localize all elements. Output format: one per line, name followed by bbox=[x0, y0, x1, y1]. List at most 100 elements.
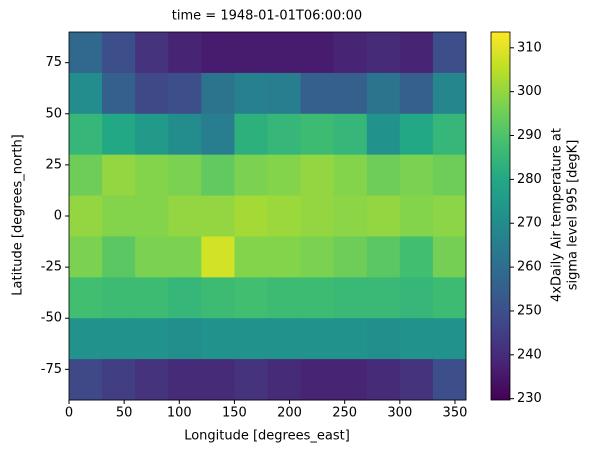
heat-cell bbox=[432, 318, 467, 360]
colorbar-tick-label: 300 bbox=[517, 84, 542, 99]
heat-cell bbox=[333, 113, 368, 156]
heat-cell bbox=[168, 277, 202, 319]
heat-cell bbox=[432, 359, 467, 401]
x-tick-label: 150 bbox=[222, 406, 247, 421]
heat-cell bbox=[399, 32, 434, 74]
heat-cell bbox=[267, 32, 302, 74]
heat-cell bbox=[102, 277, 136, 319]
x-tick-label: 100 bbox=[167, 406, 192, 421]
x-tick-label: 250 bbox=[332, 406, 357, 421]
heat-cell bbox=[102, 72, 136, 115]
heat-cell bbox=[234, 359, 268, 401]
heat-cell bbox=[69, 318, 103, 360]
colorbar-tick-label: 240 bbox=[517, 347, 542, 362]
heat-cell bbox=[69, 236, 103, 278]
heat-cell bbox=[201, 318, 235, 360]
heat-cell bbox=[333, 236, 368, 278]
heat-cell bbox=[135, 359, 169, 401]
heat-cell bbox=[300, 195, 335, 237]
heat-cell bbox=[366, 236, 401, 278]
heat-cell bbox=[432, 236, 467, 278]
heat-cell bbox=[168, 318, 202, 360]
x-axis-label: Longitude [degrees_east] bbox=[184, 429, 350, 444]
heat-cell bbox=[267, 236, 302, 278]
heat-cell bbox=[69, 154, 103, 197]
heat-cell bbox=[432, 154, 467, 197]
y-tick-label: 75 bbox=[45, 55, 62, 70]
x-tick-label: 0 bbox=[65, 406, 73, 421]
heat-cell bbox=[333, 72, 368, 115]
x-tick-label: 200 bbox=[277, 406, 302, 421]
colorbar bbox=[490, 31, 511, 401]
heat-cell bbox=[432, 72, 467, 115]
heat-cell bbox=[201, 113, 235, 156]
heat-cell bbox=[399, 113, 434, 156]
heat-cell bbox=[366, 72, 401, 115]
colorbar-tick-label: 260 bbox=[517, 260, 542, 275]
heat-cell bbox=[135, 154, 169, 197]
heat-cell bbox=[399, 72, 434, 115]
heat-cell bbox=[69, 277, 103, 319]
heat-cell bbox=[267, 318, 302, 360]
x-tick-label: 50 bbox=[116, 406, 133, 421]
heat-cell bbox=[267, 195, 302, 237]
heat-cell bbox=[69, 113, 103, 156]
heat-cell bbox=[201, 359, 235, 401]
heat-cell bbox=[267, 359, 302, 401]
heat-cell bbox=[102, 236, 136, 278]
heat-cell bbox=[168, 359, 202, 401]
heat-cell bbox=[366, 113, 401, 156]
heat-cell bbox=[168, 154, 202, 197]
heat-cell bbox=[135, 236, 169, 278]
heat-cell bbox=[135, 32, 169, 74]
heat-cell bbox=[267, 277, 302, 319]
heat-cell bbox=[168, 32, 202, 74]
heat-cell bbox=[201, 154, 235, 197]
heat-cell bbox=[399, 359, 434, 401]
y-tick-label: -25 bbox=[41, 260, 62, 275]
heat-cell bbox=[399, 154, 434, 197]
y-tick-label: -50 bbox=[41, 311, 62, 326]
heat-cell bbox=[300, 277, 335, 319]
heat-cell bbox=[432, 277, 467, 319]
heat-cell bbox=[135, 113, 169, 156]
heat-cell bbox=[333, 195, 368, 237]
heat-cell bbox=[399, 318, 434, 360]
heat-cell bbox=[201, 72, 235, 115]
heat-cell bbox=[234, 277, 268, 319]
x-tick-label: 300 bbox=[387, 406, 412, 421]
heat-cell bbox=[300, 236, 335, 278]
heat-cell bbox=[366, 32, 401, 74]
heat-cell bbox=[333, 32, 368, 74]
y-tick-label: 0 bbox=[54, 209, 62, 224]
heat-cell bbox=[366, 277, 401, 319]
heat-cell bbox=[333, 318, 368, 360]
heat-cell bbox=[135, 195, 169, 237]
heat-cell bbox=[234, 154, 268, 197]
heat-cell bbox=[135, 72, 169, 115]
heat-cell bbox=[267, 154, 302, 197]
chart-title: time = 1948-01-01T06:00:00 bbox=[172, 9, 362, 24]
heat-cell bbox=[399, 195, 434, 237]
colorbar-tick-label: 290 bbox=[517, 128, 542, 143]
heat-cell bbox=[300, 359, 335, 401]
colorbar-tick-label: 270 bbox=[517, 216, 542, 231]
heat-cell bbox=[300, 113, 335, 156]
heat-cell bbox=[333, 277, 368, 319]
heat-cell bbox=[432, 32, 467, 74]
heat-cell bbox=[300, 154, 335, 197]
heat-cell bbox=[102, 113, 136, 156]
heat-cell bbox=[168, 72, 202, 115]
heat-cell bbox=[135, 277, 169, 319]
heat-cell bbox=[234, 72, 268, 115]
heat-cell bbox=[399, 236, 434, 278]
heat-cell bbox=[201, 32, 235, 74]
heat-cell bbox=[234, 236, 268, 278]
colorbar-tick-label: 310 bbox=[517, 40, 542, 55]
heat-cell bbox=[69, 32, 103, 74]
heat-cell bbox=[168, 236, 202, 278]
heat-cell bbox=[201, 236, 235, 278]
heat-cell bbox=[267, 72, 302, 115]
heat-cell bbox=[300, 32, 335, 74]
